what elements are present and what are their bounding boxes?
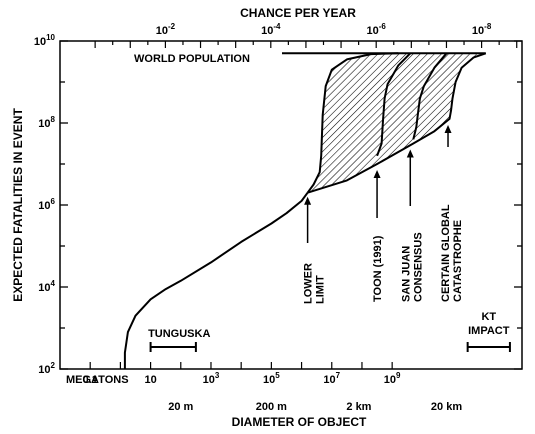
lower-limit-arrow-head: [304, 196, 312, 205]
y-tick-label: 1010: [34, 33, 56, 48]
megatons-tick-label: 107: [323, 371, 340, 386]
certain-label-line2: CATASTROPHE: [452, 220, 464, 302]
world-population-label: WORLD POPULATION: [134, 53, 250, 65]
diameter-tick-label: 2 km: [346, 401, 371, 413]
top-tick-label: 10-2: [156, 22, 176, 37]
axis-ticks: 102 104 106 108 1010 10-2 10-4 10-6 10-8 0.1 10 103…: [34, 22, 522, 413]
y-tick-label: 106: [38, 197, 55, 212]
top-tick-label: 10-6: [367, 22, 387, 37]
hatched-region: [307, 53, 486, 193]
megatons-tick-label: 103: [203, 371, 220, 386]
san-juan-label-line2: CONSENSUS: [412, 232, 424, 302]
lower-limit-label-line1: LOWER: [303, 263, 315, 304]
top-tick-label: 10-4: [261, 22, 281, 37]
y-tick-label: 108: [38, 115, 55, 130]
kt-label-line2: IMPACT: [468, 325, 510, 337]
diameter-tick-label: 20 km: [431, 401, 462, 413]
certain-label-line1: CERTAIN GLOBAL: [440, 204, 452, 302]
top-tick-label: 10-8: [472, 22, 492, 37]
diameter-tick-label: 20 m: [168, 401, 193, 413]
curves: [123, 52, 487, 369]
diameter-tick-label: 200 m: [256, 401, 287, 413]
certain-arrow-head: [444, 124, 452, 133]
san-juan-label-line1: SAN JUAN: [400, 246, 412, 302]
megatons-tick-label: 109: [384, 371, 401, 386]
megatons-tick-label: 0.1: [83, 374, 98, 386]
toon-arrow-head: [373, 170, 381, 179]
annotations: LOWER LIMIT TOON (1991) SAN JUAN CONSENSUS CE…: [148, 124, 511, 352]
lower-limit-label-line2: LIMIT: [315, 275, 327, 304]
megatons-label: MEGATONS: [66, 374, 129, 386]
certain-global-curve: [307, 52, 487, 194]
san-juan-curve: [412, 52, 448, 140]
y-tick-label: 102: [38, 361, 55, 376]
x-axis-label: DIAMETER OF OBJECT: [232, 415, 367, 429]
hatched-area: [307, 53, 486, 193]
toon-label: TOON (1991): [372, 235, 384, 302]
main-curve: [123, 192, 309, 369]
megatons-tick-label: 10: [144, 374, 156, 386]
lower-limit-curve: [306, 52, 399, 194]
y-axis-label: EXPECTED FATALITIES IN EVENT: [11, 108, 25, 302]
top-axis-label: CHANCE PER YEAR: [240, 6, 356, 20]
san-juan-arrow-head: [406, 149, 414, 158]
toon-curve: [376, 52, 412, 157]
y-tick-label: 104: [38, 279, 55, 294]
kt-label-line1: KT: [481, 311, 496, 323]
tunguska-label: TUNGUSKA: [148, 328, 210, 340]
megatons-tick-label: 105: [263, 371, 280, 386]
